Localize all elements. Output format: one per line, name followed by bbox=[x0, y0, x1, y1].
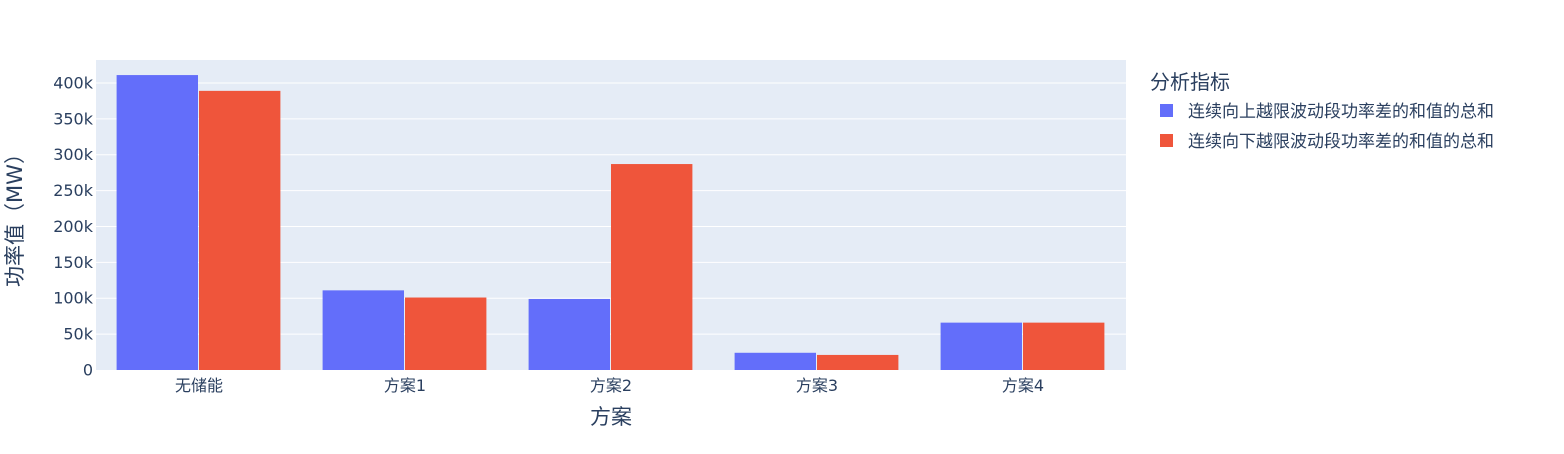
x-tick-label: 方案1 bbox=[384, 376, 426, 395]
y-tick-label: 250k bbox=[53, 181, 94, 200]
y-tick-label: 200k bbox=[53, 217, 94, 236]
x-axis-title: 方案 bbox=[590, 405, 632, 429]
x-tick-label: 方案3 bbox=[796, 376, 838, 395]
bar-series2-1[interactable] bbox=[199, 90, 281, 371]
legend-swatch[interactable] bbox=[1160, 104, 1173, 117]
bar-series1-4[interactable] bbox=[734, 352, 816, 370]
bar-series1-1[interactable] bbox=[116, 75, 198, 370]
bar-series1-2[interactable] bbox=[322, 290, 404, 370]
y-tick-label: 300k bbox=[53, 145, 94, 164]
y-tick-label: 350k bbox=[53, 109, 94, 128]
x-axis-ticks: 无储能 方案1 方案2 方案3 方案4 bbox=[175, 376, 1044, 395]
bars bbox=[116, 75, 1105, 371]
y-tick-label: 150k bbox=[53, 253, 94, 272]
y-tick-label: 400k bbox=[53, 73, 94, 92]
bar-series2-3[interactable] bbox=[611, 164, 693, 370]
bar-series1-3[interactable] bbox=[528, 298, 610, 370]
x-tick-label: 方案4 bbox=[1002, 376, 1044, 395]
legend-item-label[interactable]: 连续向下越限波动段功率差的和值的总和 bbox=[1188, 132, 1494, 152]
x-tick-label: 方案2 bbox=[590, 376, 632, 395]
y-tick-label: 100k bbox=[53, 289, 94, 308]
y-tick-label: 50k bbox=[63, 325, 93, 344]
y-axis-title: 功率值（MW） bbox=[3, 143, 27, 287]
y-axis-ticks: 0 50k 100k 150k 200k 250k 300k 350k 400k bbox=[53, 73, 94, 379]
y-tick-label: 0 bbox=[83, 361, 93, 380]
bar-series2-4[interactable] bbox=[817, 354, 899, 370]
x-tick-label: 无储能 bbox=[175, 376, 223, 395]
legend: 分析指标 连续向上越限波动段功率差的和值的总和连续向下越限波动段功率差的和值的总… bbox=[1150, 70, 1494, 152]
bar-series2-5[interactable] bbox=[1023, 322, 1105, 370]
bar-series1-5[interactable] bbox=[940, 322, 1022, 370]
legend-swatch[interactable] bbox=[1160, 134, 1173, 147]
legend-title: 分析指标 bbox=[1150, 70, 1230, 94]
bar-series2-2[interactable] bbox=[405, 297, 487, 370]
legend-item-label[interactable]: 连续向上越限波动段功率差的和值的总和 bbox=[1188, 102, 1494, 122]
